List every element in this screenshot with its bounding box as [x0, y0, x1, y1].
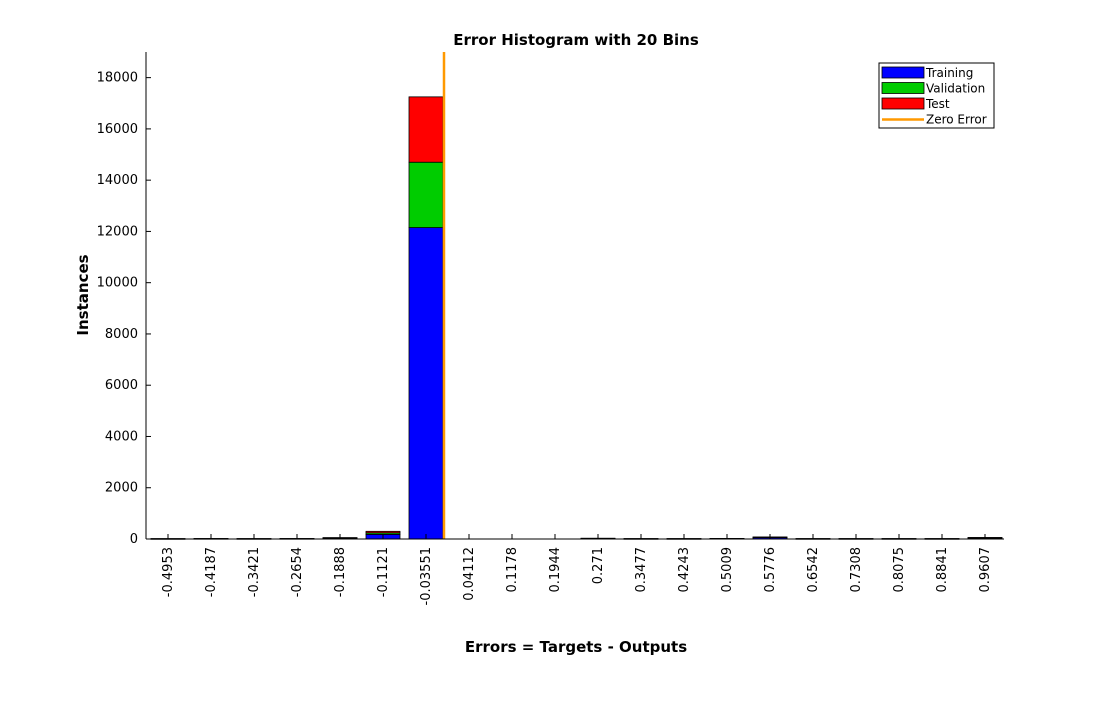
y-tick-label-0: 0	[130, 532, 138, 547]
x-tick-label-14: 0.5776	[763, 547, 778, 593]
bar-validation-6	[408, 161, 444, 228]
y-axis-label: Instances	[74, 254, 92, 335]
bar-training-6	[408, 227, 444, 540]
chart-title: Error Histogram with 20 Bins	[453, 31, 699, 49]
legend-label-validation: Validation	[926, 82, 985, 96]
x-axis-label: Errors = Targets - Outputs	[465, 638, 687, 656]
bar-test-5	[365, 530, 401, 534]
legend-swatch-test	[881, 97, 925, 110]
x-tick-label-1: -0.4187	[204, 547, 219, 597]
x-tick-label-9: 0.1944	[548, 547, 563, 593]
x-tick-label-3: -0.2654	[290, 547, 305, 597]
x-tick-label-12: 0.4243	[677, 547, 692, 593]
x-tick-label-15: 0.6542	[806, 547, 821, 593]
x-tick-label-7: 0.04112	[462, 547, 477, 601]
x-tick-label-0: -0.4953	[161, 547, 176, 597]
x-tick-label-10: 0.271	[591, 547, 606, 584]
y-tick-label-5: 10000	[97, 276, 138, 291]
x-tick-label-11: 0.3477	[634, 547, 649, 593]
y-tick-label-2: 4000	[105, 429, 138, 444]
x-tick-label-4: -0.1888	[333, 547, 348, 597]
x-tick-label-13: 0.5009	[720, 547, 735, 593]
y-tick-label-3: 6000	[105, 378, 138, 393]
y-tick-label-7: 14000	[97, 173, 138, 188]
axes-group: 0 2000 4000 6000 8000 10000 12000 14000 16000 180…	[97, 52, 1004, 605]
x-tick-label-2: -0.3421	[247, 547, 262, 597]
legend-swatch-training	[881, 66, 925, 79]
x-tick-label-19: 0.9607	[978, 547, 993, 593]
x-tick-label-16: 0.7308	[849, 547, 864, 593]
y-tick-label-8: 16000	[97, 122, 138, 137]
bars-group	[150, 52, 1003, 540]
bar-test-6	[408, 96, 444, 163]
legend-label-zero-error: Zero Error	[926, 113, 987, 127]
legend-label-test: Test	[925, 97, 950, 111]
x-tick-label-18: 0.8841	[935, 547, 950, 593]
legend-label-training: Training	[925, 66, 973, 80]
x-tick-label-6: -0.03551	[419, 547, 434, 605]
legend-swatch-validation	[881, 82, 925, 94]
x-tick-label-5: -0.1121	[376, 547, 391, 597]
y-tick-label-4: 8000	[105, 327, 138, 342]
y-tick-label-9: 18000	[97, 71, 138, 86]
x-tick-label-17: 0.8075	[892, 547, 907, 593]
y-tick-label-6: 12000	[97, 224, 138, 239]
y-tick-label-1: 2000	[105, 481, 138, 496]
x-tick-label-8: 0.1178	[505, 547, 520, 593]
